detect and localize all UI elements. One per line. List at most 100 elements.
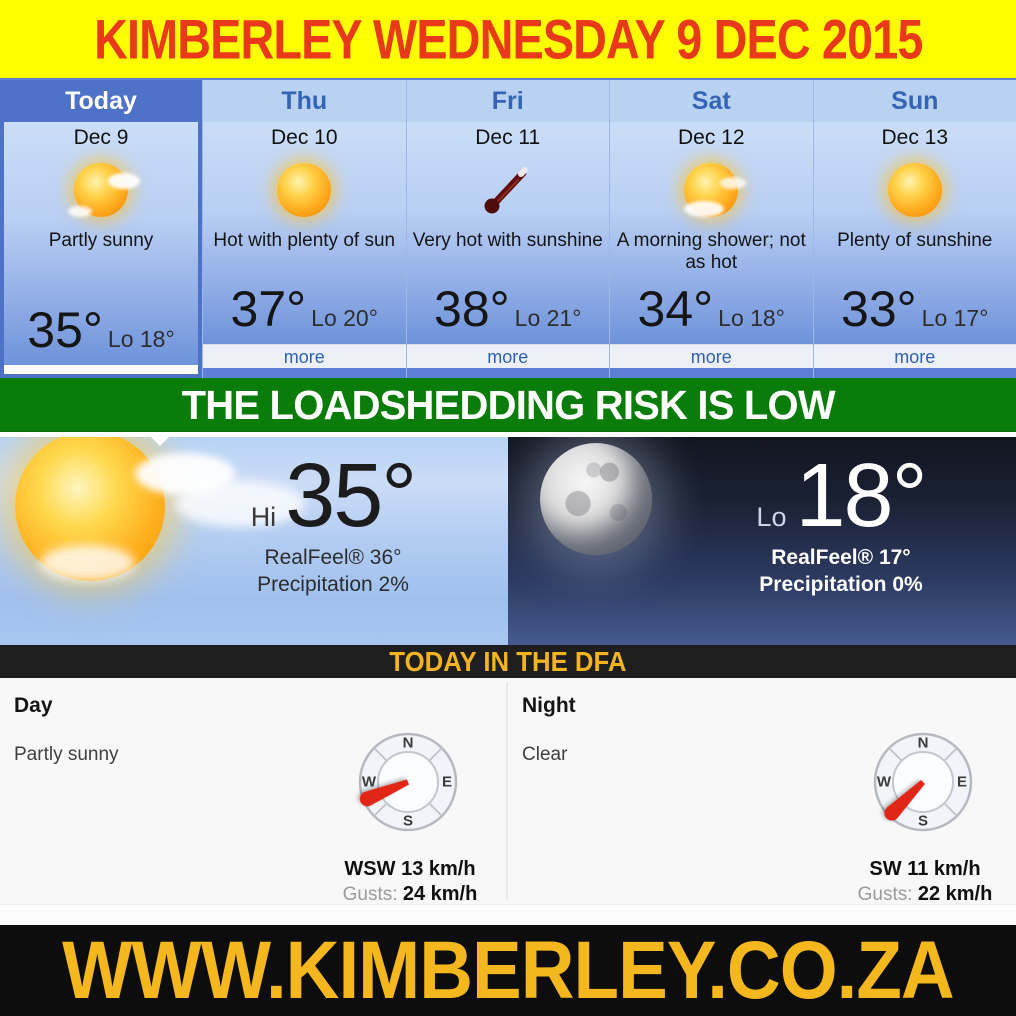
precipitation-day: Precipitation 2% (257, 572, 409, 596)
lo-label: Lo (756, 502, 787, 532)
wind-compass-night: N E S W (873, 732, 973, 832)
spacer (0, 904, 1016, 925)
vertical-divider (506, 682, 508, 900)
gusts-value-night: 22 km/h (917, 883, 993, 905)
tab-sat[interactable]: Sat (610, 80, 813, 122)
precipitation-night: Precipitation 0% (759, 572, 923, 596)
forecast-description: Very hot with sunshine (412, 230, 603, 251)
current-low-temp: 18° (795, 446, 927, 546)
sun-core (887, 163, 942, 217)
cloud-blob (40, 545, 135, 581)
sun-core (277, 163, 332, 217)
forecast-date: Dec 10 (270, 126, 338, 149)
current-night-panel: Lo 18° RealFeel® 17° Precipitation 0% (508, 437, 1016, 645)
cloud-blob (175, 481, 305, 527)
day-heading: Day (14, 694, 53, 717)
pointer-strip (0, 432, 1016, 446)
details-section: Day Partly sunny N E S W WSW 13 km/h Gus… (0, 678, 1016, 905)
column-footer-strip (406, 368, 609, 378)
current-day-panel: Hi 35° RealFeel® 36° Precipitation 2% (0, 437, 508, 645)
loadshedding-text: THE LOADSHEDDING RISK IS LOW (181, 381, 835, 428)
realfeel-night: RealFeel® 17° (771, 545, 911, 569)
wind-day: WSW 13 km/h (344, 858, 476, 880)
sun-shower-icon (680, 159, 747, 221)
compass-label-e: E (442, 774, 452, 791)
gusts-label-night: Gusts: (857, 884, 913, 905)
compass-label-n: N (918, 735, 929, 752)
tab-fri[interactable]: Fri (406, 80, 609, 122)
high-temp: 35° (27, 302, 103, 358)
high-temp: 34° (637, 281, 714, 337)
compass-label-s: S (918, 813, 928, 830)
hi-label: Hi (250, 502, 277, 532)
partly-sunny-icon (68, 159, 140, 221)
website-url[interactable]: WWW.KIMBERLEY.CO.ZA (62, 924, 955, 1016)
low-temp: Lo 18° (107, 326, 175, 352)
forecast-column-fri: Fri Dec 11 Very hot with sunshine (405, 80, 609, 378)
tab-sun[interactable]: Sun (813, 80, 1016, 122)
current-conditions: Hi 35° RealFeel® 36° Precipitation 2% Lo… (0, 437, 1016, 645)
selected-day-pointer (150, 436, 170, 446)
tab-today[interactable]: Today (0, 80, 202, 122)
forecast-column-sun: Sun Dec 13 Plenty of sunshine 33° Lo 17° (812, 80, 1016, 378)
dfa-banner-text: TODAY IN THE DFA (389, 645, 627, 677)
current-high-temp: 35° (285, 446, 417, 546)
low-temp: Lo 21° (514, 305, 582, 331)
tab-thu[interactable]: Thu (203, 80, 406, 122)
forecast-date: Dec 13 (881, 126, 949, 149)
compass-label-n: N (403, 735, 414, 752)
low-temp: Lo 17° (921, 305, 989, 331)
wind-needle-sw (884, 780, 925, 821)
column-footer-strip (610, 368, 813, 378)
high-temp: 38° (434, 281, 510, 337)
compass-label-e: E (957, 774, 967, 791)
page-title: KIMBERLEY WEDNESDAY 9 DEC 2015 (93, 7, 923, 71)
night-condition: Clear (522, 744, 568, 765)
low-temp: Lo 18° (718, 305, 785, 331)
loadshedding-banner: THE LOADSHEDDING RISK IS LOW (0, 378, 1016, 432)
forecast-column-sat: Sat Dec 12 A morning shower; not as hot … (609, 80, 813, 378)
forecast-column-thu: Thu Dec 10 Hot with plenty of sun 37° Lo… (202, 80, 406, 378)
more-link[interactable]: more (610, 344, 813, 368)
forecast-description: Plenty of sunshine (837, 230, 993, 251)
gusts-label-day: Gusts: (342, 884, 398, 905)
forecast-date: Dec 11 (475, 126, 541, 149)
cloud-blob (108, 173, 140, 189)
forecast-description: Partly sunny (48, 230, 154, 251)
wind-compass-day: N E S W (358, 732, 458, 832)
top-banner: KIMBERLEY WEDNESDAY 9 DEC 2015 (0, 0, 1016, 78)
cloud-blob (68, 206, 92, 217)
low-temp: Lo 20° (311, 305, 378, 331)
moon-icon (540, 443, 652, 555)
thermometer-icon (484, 167, 528, 214)
forecast-description: Hot with plenty of sun (213, 230, 396, 251)
night-heading: Night (522, 694, 576, 717)
day-condition: Partly sunny (14, 744, 119, 765)
wind-night: SW 11 km/h (869, 858, 981, 880)
gusts-value-day: 24 km/h (402, 883, 478, 905)
sun-clouds-icon (0, 437, 325, 623)
forecast-date: Dec 9 (73, 126, 129, 149)
more-link[interactable]: more (813, 344, 1016, 368)
forecast-column-today: Today Dec 9 Partly sunny 35° Lo 18° (0, 80, 202, 378)
column-footer-strip (813, 368, 1016, 378)
cloud-blob (720, 177, 747, 189)
high-temp: 33° (841, 281, 917, 337)
footer-banner: WWW.KIMBERLEY.CO.ZA (0, 925, 1016, 1016)
compass-label-w: W (362, 774, 377, 791)
forecast-strip: Today Dec 9 Partly sunny 35° Lo 18° (0, 78, 1016, 378)
forecast-date: Dec 12 (677, 126, 745, 149)
forecast-description: A morning shower; not as hot (616, 230, 806, 273)
column-footer-strip (203, 368, 406, 378)
compass-label-w: W (877, 774, 892, 791)
more-link[interactable]: more (406, 344, 609, 368)
sun-icon (273, 159, 335, 221)
forecast-card-today: Dec 9 Partly sunny 35° Lo 18° (0, 122, 202, 378)
high-temp: 37° (230, 281, 307, 337)
more-link[interactable]: more (203, 344, 406, 368)
compass-label-s: S (403, 813, 413, 830)
realfeel-day: RealFeel® 36° (264, 545, 402, 569)
selected-indicator (4, 365, 198, 374)
dfa-banner: TODAY IN THE DFA (0, 645, 1016, 678)
wind-needle-wsw (359, 779, 410, 807)
